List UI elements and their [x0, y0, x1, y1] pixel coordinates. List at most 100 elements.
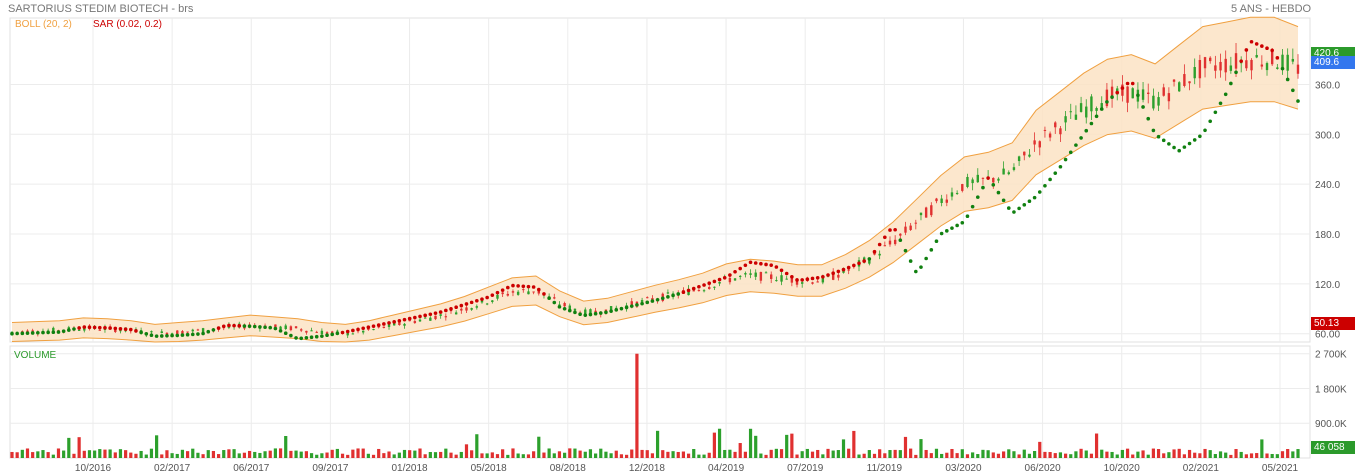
- candle-body: [1126, 86, 1129, 103]
- volume-bar: [795, 454, 799, 458]
- sar-dot: [898, 238, 903, 243]
- volume-bar: [428, 452, 432, 458]
- sar-dot: [232, 323, 236, 328]
- candle-body: [1178, 82, 1181, 92]
- sar-dot: [707, 281, 712, 286]
- candle-body: [609, 306, 613, 311]
- sar-dot: [92, 325, 97, 330]
- candle-body: [98, 329, 101, 331]
- volume-bar: [614, 450, 618, 458]
- sar-dot: [36, 330, 40, 335]
- volume-bar: [397, 452, 401, 458]
- sar-dot: [666, 295, 670, 299]
- candle-body: [868, 260, 871, 264]
- volume-bar: [676, 451, 680, 458]
- candle-body: [992, 177, 995, 183]
- x-tick-label: 02/2017: [154, 463, 191, 474]
- volume-bar: [1208, 450, 1212, 458]
- sar-dot: [640, 301, 644, 306]
- sar-dot: [103, 325, 107, 330]
- candle-body: [563, 303, 566, 307]
- candle-body: [449, 310, 453, 312]
- volume-bar: [1131, 454, 1135, 458]
- volume-bar: [211, 450, 216, 458]
- volume-bar: [25, 448, 30, 458]
- volume-bar: [898, 450, 902, 458]
- sar-dot: [345, 329, 350, 334]
- sar-dot: [30, 331, 35, 335]
- candle-body: [589, 309, 592, 314]
- candle-body: [759, 272, 763, 281]
- candle-body: [646, 297, 649, 299]
- volume-bar: [180, 449, 185, 458]
- sar-dot: [490, 293, 495, 297]
- candle-body: [1147, 92, 1150, 94]
- candle-body: [1054, 122, 1057, 128]
- volume-bar: [717, 428, 722, 458]
- volume-bar: [366, 453, 370, 458]
- volume-bar: [284, 436, 288, 458]
- candle-body: [1167, 93, 1171, 102]
- candle-body: [320, 330, 324, 335]
- candle-body: [289, 326, 293, 331]
- volume-bar: [1291, 451, 1295, 458]
- volume-bar: [1136, 451, 1140, 458]
- volume-bar: [1074, 451, 1078, 458]
- x-tick-label: 03/2020: [945, 463, 982, 474]
- sar-dot: [433, 311, 438, 315]
- x-tick-label: 08/2018: [550, 463, 587, 474]
- volume-bar: [1027, 453, 1032, 458]
- candle-body: [361, 330, 365, 333]
- candle-body: [713, 286, 716, 288]
- candle-body: [1276, 67, 1279, 69]
- sar-dot: [815, 275, 820, 280]
- candle-body: [346, 332, 349, 336]
- x-tick-label: 04/2019: [708, 463, 745, 474]
- volume-bar: [144, 454, 148, 458]
- sar-dot: [423, 313, 427, 318]
- sar-dot: [438, 310, 443, 314]
- volume-bar: [160, 454, 164, 458]
- sar-dot: [402, 317, 407, 322]
- sar-dot: [753, 261, 758, 265]
- sar-dot: [154, 334, 159, 338]
- volume-bar: [1053, 453, 1057, 458]
- candle-body: [176, 330, 179, 335]
- candle-body: [899, 233, 902, 236]
- sar-dot: [56, 330, 61, 334]
- x-tick-label: 10/2016: [75, 463, 112, 474]
- candle-body: [480, 299, 484, 303]
- sar-dot: [149, 333, 154, 338]
- candle-body: [408, 319, 411, 322]
- last-price-badge: 409.6: [1311, 56, 1355, 69]
- candle-body: [1152, 95, 1155, 109]
- sar-dot: [733, 269, 737, 274]
- sar-dot: [294, 336, 298, 340]
- sar-dot: [196, 332, 200, 336]
- sar-dot: [562, 307, 567, 311]
- chart-period[interactable]: 5 ANS - HEBDO: [1231, 3, 1312, 15]
- candle-body: [666, 292, 670, 294]
- candle-body: [201, 328, 205, 333]
- volume-bar: [10, 451, 14, 458]
- volume-bar: [759, 453, 763, 458]
- sar-dot: [728, 273, 732, 277]
- sar-dot: [722, 276, 727, 280]
- volume-bar: [552, 453, 556, 458]
- candle-body: [697, 290, 701, 292]
- sar-dot: [1099, 107, 1104, 111]
- volume-bar: [304, 451, 308, 458]
- sar-dot: [867, 257, 872, 261]
- volume-bar: [790, 433, 794, 458]
- candle-body: [702, 290, 706, 292]
- sar-dot: [201, 331, 205, 336]
- volume-bar: [1275, 454, 1279, 458]
- sar-dot: [970, 204, 975, 209]
- sar-dot: [547, 296, 551, 301]
- sar-dot: [268, 325, 273, 330]
- sar-dot: [645, 300, 650, 305]
- sar-dot: [960, 220, 965, 225]
- sar-dot: [469, 300, 474, 305]
- volume-bar: [340, 453, 345, 458]
- volume-bar: [289, 450, 293, 458]
